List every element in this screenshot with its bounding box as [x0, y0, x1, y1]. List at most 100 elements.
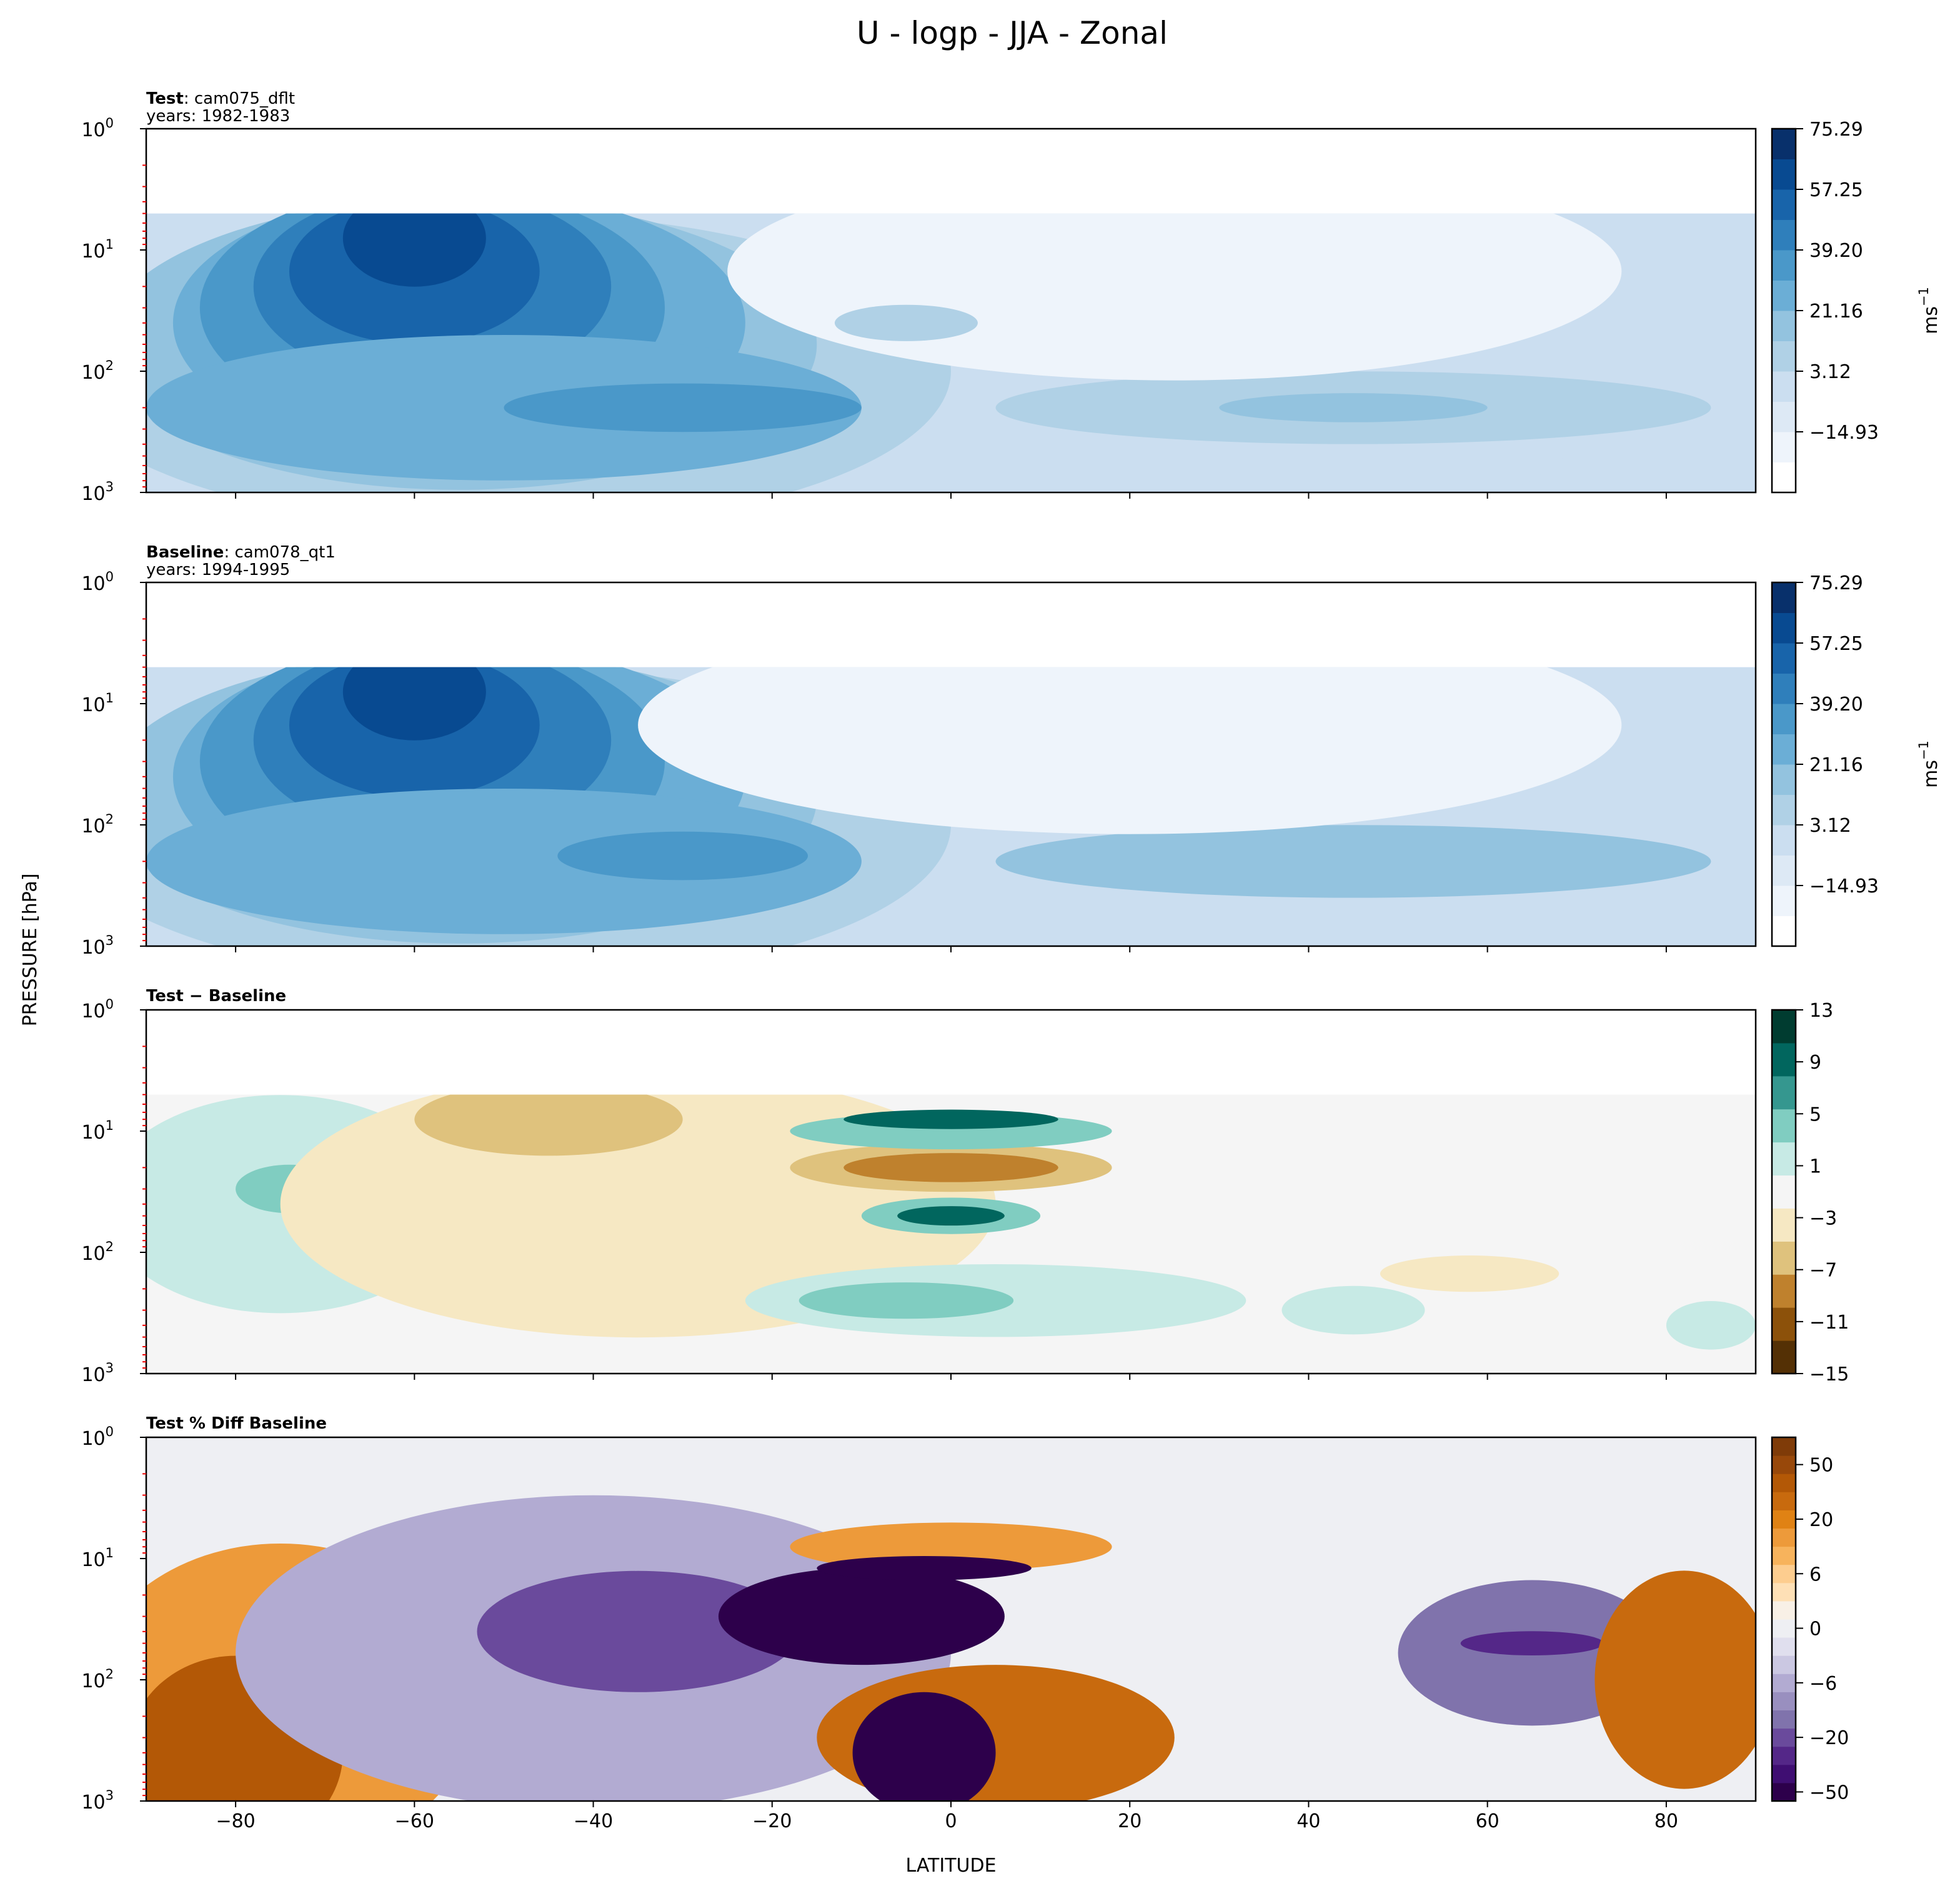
- colorbar-tick-label: 21.16: [1809, 301, 1863, 322]
- x-tick-label: −60: [395, 1810, 434, 1832]
- colorbar-tick-label: −14.93: [1809, 422, 1879, 444]
- y-tick-label: 100: [81, 569, 114, 595]
- colorbar-label: ms−1: [1916, 741, 1942, 788]
- x-axis-label: LATITUDE: [905, 1855, 996, 1877]
- colorbar-segment: [1772, 219, 1796, 251]
- y-tick-label: 100: [81, 116, 114, 141]
- colorbar-segment: [1772, 1546, 1796, 1565]
- panel-title-bold: Test − Baseline: [146, 987, 286, 1005]
- colorbar-segment: [1772, 886, 1796, 916]
- colorbar-frame: [1771, 1436, 1797, 1802]
- colorbar-segment: [1772, 432, 1796, 462]
- y-tick-exp: 0: [106, 997, 114, 1012]
- y-tick-label: 100: [81, 997, 114, 1022]
- colorbar-tick-label: 3.12: [1809, 815, 1851, 837]
- colorbar-tick-label: 21.16: [1809, 754, 1863, 776]
- colorbar-segment: [1772, 1782, 1796, 1802]
- y-tick-exp: 0: [106, 569, 114, 584]
- y-tick-label: 103: [81, 933, 114, 959]
- colorbar-segment: [1772, 1437, 1796, 1456]
- contour-region: [843, 1153, 1058, 1182]
- colorbar-segment: [1772, 1208, 1796, 1242]
- contour-region: [557, 831, 808, 881]
- colorbar-segment: [1772, 1564, 1796, 1584]
- colorbar-tick-label: 0: [1809, 1619, 1821, 1640]
- colorbar-tick-label: 9: [1809, 1052, 1821, 1074]
- colorbar-segment: [1772, 1655, 1796, 1674]
- y-tick-exp: 3: [106, 479, 114, 494]
- x-tick-label: 60: [1476, 1810, 1500, 1832]
- panel-title: Baseline: cam078_qt1: [146, 543, 336, 562]
- y-tick-exp: 2: [106, 1239, 114, 1254]
- colorbar-tick-label: 5: [1809, 1104, 1821, 1125]
- colorbar-segment: [1772, 1746, 1796, 1765]
- colorbar-segment: [1772, 1728, 1796, 1747]
- x-tick-label: −20: [752, 1810, 792, 1832]
- y-tick-exp: 3: [106, 1360, 114, 1375]
- colorbar-tick-label: 6: [1809, 1564, 1821, 1585]
- colorbar-segment: [1772, 794, 1796, 826]
- contour-region: [342, 667, 486, 741]
- colorbar-label: ms−1: [1916, 287, 1942, 334]
- panel-title-bold: Test: [146, 89, 184, 108]
- colorbar-segment: [1772, 1692, 1796, 1710]
- y-tick-label: 102: [81, 1239, 114, 1265]
- y-tick-base: 10: [81, 694, 105, 716]
- y-tick-label: 102: [81, 1667, 114, 1692]
- panel-title: Test % Diff Baseline: [146, 1414, 327, 1433]
- colorbar-tick-label: 75.29: [1809, 119, 1863, 141]
- contour-region: [638, 667, 1622, 834]
- y-axis-label: PRESSURE [hPa]: [19, 874, 41, 1027]
- colorbar-unit-exp: −1: [1916, 741, 1931, 760]
- contour-region: [718, 1567, 1005, 1665]
- y-tick-exp: 1: [106, 237, 114, 252]
- colorbar-segment: [1772, 189, 1796, 220]
- colorbar-segment: [1772, 673, 1796, 704]
- contour-region: [1380, 1255, 1560, 1292]
- colorbar-segment: [1772, 764, 1796, 795]
- colorbar-tick-label: −7: [1809, 1260, 1837, 1282]
- chart-panel-3: Test − Baseline10010110210313951−3−7−11−…: [81, 987, 1849, 1386]
- colorbar-segment: [1772, 582, 1796, 613]
- panel-subtitle: years: 1982-1983: [146, 107, 290, 126]
- y-tick-label: 100: [81, 1424, 114, 1450]
- colorbar-segment: [1772, 1492, 1796, 1510]
- colorbar-segment: [1772, 1455, 1796, 1474]
- contour-region: [852, 1692, 996, 1801]
- y-tick-base: 10: [81, 241, 105, 262]
- colorbar-segment: [1772, 1582, 1796, 1602]
- y-tick-base: 10: [81, 573, 105, 595]
- x-tick-label: 40: [1296, 1810, 1320, 1832]
- colorbar-segment: [1772, 1510, 1796, 1529]
- colorbar-tick-label: −11: [1809, 1312, 1849, 1334]
- x-tick-label: 20: [1118, 1810, 1142, 1832]
- contour-fields: [146, 1451, 1756, 1801]
- colorbar-segment: [1772, 1710, 1796, 1729]
- contour-fields: [146, 213, 1756, 492]
- contour-region: [843, 1109, 1058, 1129]
- panel-title-name: : cam075_dflt: [184, 89, 295, 108]
- colorbar-tick-label: −20: [1809, 1727, 1849, 1749]
- y-tick-exp: 1: [106, 1118, 114, 1133]
- colorbar-segment: [1772, 1109, 1796, 1143]
- y-tick-base: 10: [81, 1000, 105, 1022]
- colorbar-segment: [1772, 1307, 1796, 1341]
- panel-title-name: : cam078_qt1: [224, 543, 335, 562]
- y-tick-label: 102: [81, 812, 114, 837]
- y-tick-base: 10: [81, 1670, 105, 1692]
- colorbar-segment: [1772, 1637, 1796, 1656]
- colorbar-frame: [1771, 1009, 1797, 1375]
- colorbar-segment: [1772, 704, 1796, 734]
- colorbar-tick-label: 13: [1809, 1000, 1833, 1022]
- colorbar-tick-label: −15: [1809, 1364, 1849, 1385]
- colorbar-tick-label: 57.25: [1809, 633, 1863, 655]
- colorbar: 50 20 6 0 −6 −20 −50: [1771, 1436, 1849, 1804]
- colorbar-tick-label: 57.25: [1809, 179, 1863, 201]
- colorbar-segment: [1772, 855, 1796, 886]
- colorbar-tick-label: 1: [1809, 1155, 1821, 1177]
- contour-region: [1281, 1285, 1425, 1335]
- colorbar-tick-label: −6: [1809, 1673, 1837, 1695]
- contour-fields: [146, 1094, 1756, 1374]
- colorbar-tick-label: 75.29: [1809, 572, 1863, 594]
